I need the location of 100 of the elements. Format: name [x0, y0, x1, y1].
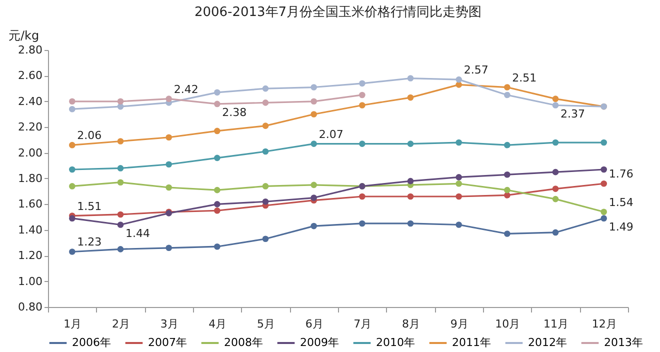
point: [117, 222, 124, 228]
point: [69, 248, 76, 255]
x-tick-label: 9月: [450, 318, 468, 330]
data-label: 2.57: [464, 64, 488, 77]
point: [214, 186, 220, 194]
point: [117, 211, 124, 218]
point: [600, 208, 607, 216]
x-tick-label: 5月: [257, 318, 275, 330]
chart-title: 2006-2013年7月份全国玉米价格行情同比走势图: [194, 5, 482, 20]
legend-label: 2011年: [452, 336, 491, 349]
point: [359, 140, 366, 147]
legend-label: 2007年: [148, 336, 187, 349]
point: [69, 106, 76, 112]
point: [456, 82, 462, 88]
point: [407, 75, 414, 82]
point: [456, 139, 462, 146]
y-tick-label: 1.60: [18, 198, 42, 211]
point: [359, 193, 366, 200]
data-label: 2.07: [318, 128, 344, 141]
point: [117, 179, 124, 186]
point: [117, 98, 124, 105]
x-tick-label: 2月: [112, 318, 130, 330]
y-tick-label: 1.40: [18, 223, 42, 236]
point: [504, 186, 510, 194]
y-tick-label: 2.80: [18, 44, 42, 56]
point: [310, 140, 317, 147]
point: [310, 222, 317, 230]
point: [552, 196, 559, 202]
point: [552, 229, 559, 236]
point: [166, 184, 172, 191]
point: [407, 140, 414, 147]
point: [69, 183, 76, 190]
point: [504, 171, 510, 178]
data-label: 1.76: [608, 168, 634, 181]
legend-label: 2009年: [300, 336, 339, 349]
point: [600, 215, 607, 222]
data-label: 1.44: [126, 226, 150, 240]
x-tick-label: 12月: [592, 318, 617, 330]
point: [456, 76, 462, 83]
point: [552, 186, 559, 192]
y-tick-label: 1.20: [18, 249, 42, 262]
point: [552, 96, 559, 102]
point: [359, 80, 366, 87]
data-label: 2.51: [512, 71, 537, 84]
data-label: 1.49: [608, 220, 634, 234]
point: [407, 178, 414, 184]
point: [262, 122, 269, 129]
y-tick-label: 2.00: [18, 146, 42, 160]
point: [359, 92, 366, 98]
point: [600, 166, 607, 173]
x-tick-label: 10月: [495, 318, 520, 330]
point: [214, 128, 220, 134]
point: [214, 243, 220, 250]
point: [456, 222, 462, 228]
x-tick-label: 8月: [402, 318, 420, 330]
y-tick-label: 0.80: [18, 300, 42, 314]
x-tick-label: 11月: [544, 318, 568, 330]
legend-label: 2012年: [528, 336, 567, 349]
point: [600, 180, 607, 187]
point: [262, 85, 269, 92]
point: [214, 154, 220, 162]
point: [310, 182, 317, 188]
point: [359, 220, 366, 227]
point: [69, 142, 76, 148]
point: [117, 246, 124, 252]
point: [504, 142, 510, 148]
data-label: 1.51: [77, 200, 102, 213]
point: [310, 98, 317, 105]
data-label: 2.42: [174, 82, 198, 96]
x-tick-label: 1月: [64, 318, 82, 330]
point: [552, 102, 559, 108]
legend-label: 2008年: [224, 336, 263, 349]
point: [166, 134, 172, 141]
data-label: 2.37: [560, 107, 585, 120]
point: [117, 165, 124, 172]
y-axis-title: 元/kg: [8, 28, 40, 42]
point: [214, 207, 220, 214]
point: [504, 192, 510, 198]
point: [552, 168, 559, 176]
point: [262, 198, 269, 205]
point: [359, 102, 366, 108]
point: [214, 201, 220, 208]
y-tick-label: 1.80: [18, 172, 42, 185]
point: [214, 100, 220, 108]
point: [166, 244, 172, 252]
point: [310, 194, 317, 201]
point: [552, 139, 559, 146]
point: [407, 94, 414, 101]
point: [600, 139, 607, 146]
point: [456, 174, 462, 180]
point: [504, 230, 510, 237]
data-label: 1.23: [77, 236, 102, 249]
data-label: 2.06: [77, 129, 102, 142]
point: [262, 100, 269, 106]
point: [166, 96, 172, 102]
data-label: 1.54: [608, 196, 634, 209]
point: [504, 84, 510, 90]
point: [69, 166, 76, 173]
point: [310, 111, 317, 118]
y-tick-label: 1.00: [18, 274, 42, 288]
